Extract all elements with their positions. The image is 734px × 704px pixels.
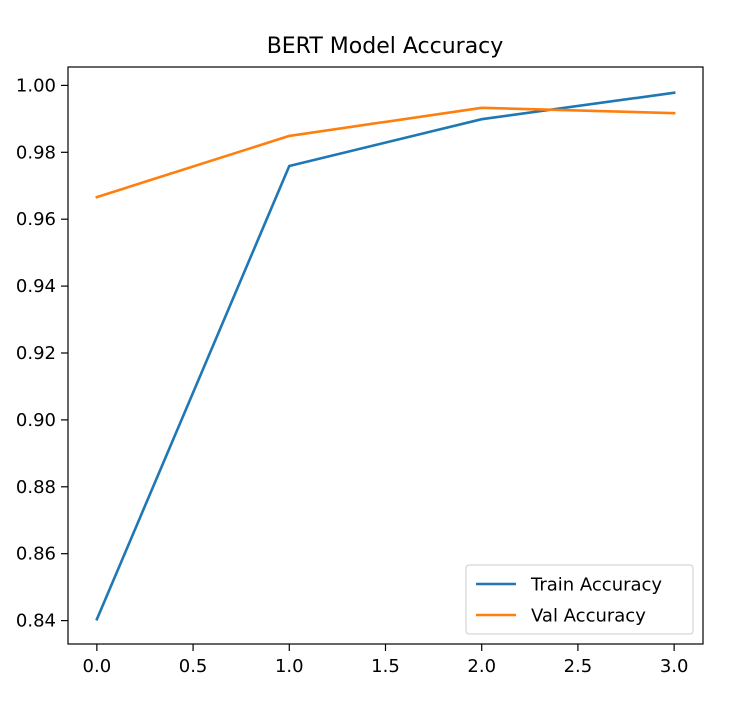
y-tick-label: 0.90 [16,410,56,431]
x-tick-label: 2.0 [467,656,496,677]
x-tick-label: 3.0 [660,656,689,677]
x-axis: 0.0 0.5 1.0 1.5 2.0 2.5 3.0 [83,644,689,677]
series-line-0 [97,93,674,619]
legend: Train Accuracy Val Accuracy [466,565,693,634]
y-tick-label: 0.92 [16,343,56,364]
chart-title: BERT Model Accuracy [267,34,504,59]
x-tick-label: 0.5 [179,656,208,677]
y-tick-label: 0.84 [16,611,56,632]
y-axis: 0.84 0.86 0.88 0.90 0.92 0.94 0.96 0.98 1.00 [16,75,68,631]
x-tick-label: 2.5 [564,656,593,677]
y-tick-label: 0.98 [16,142,56,163]
y-tick-label: 0.96 [16,209,56,230]
plot-frame [68,67,703,644]
series-line-1 [97,108,674,197]
y-tick-label: 0.88 [16,477,56,498]
legend-label-0: Train Accuracy [530,575,662,596]
x-tick-label: 1.5 [371,656,400,677]
plot-lines [97,93,674,620]
y-tick-label: 0.94 [16,276,56,297]
x-tick-label: 1.0 [275,656,304,677]
y-tick-label: 0.86 [16,544,56,565]
legend-label-1: Val Accuracy [531,606,646,627]
y-tick-label: 1.00 [16,75,56,96]
x-tick-label: 0.0 [83,656,112,677]
